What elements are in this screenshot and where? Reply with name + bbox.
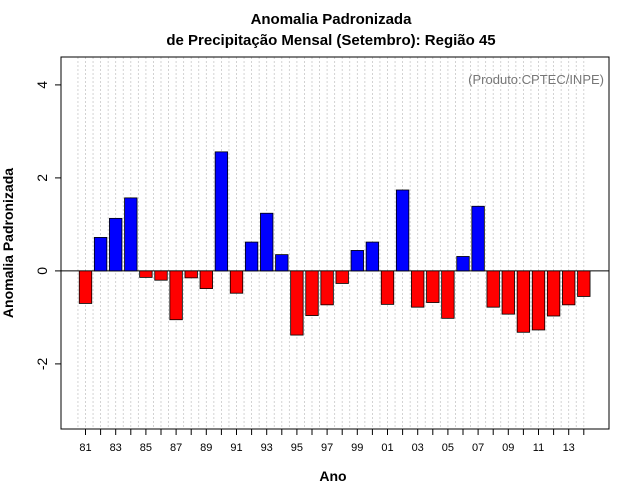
bar-09 [501,270,515,315]
bar-08 [486,270,500,308]
bar-84 [124,197,138,272]
y-tick-label: 0 [34,267,50,275]
x-tick-label: 95 [291,442,303,454]
bar-94 [275,254,289,272]
bar-11 [531,270,546,331]
x-axis-label: Ano [319,468,346,484]
plot-frame [60,56,610,430]
bar-04 [426,270,440,303]
x-tick-label: 09 [502,442,514,454]
y-axis-label: Anomalia Padronizada [0,168,16,318]
bar-85 [139,270,153,278]
bar-82 [93,237,108,272]
bar-07 [471,205,485,272]
x-tick-label: 05 [442,442,454,454]
x-tick-label: 85 [140,442,152,454]
bar-96 [305,270,319,316]
bar-14 [577,270,591,297]
x-tick-label: 11 [533,442,544,454]
bar-97 [320,270,334,306]
bar-88 [184,270,198,279]
x-tick-label: 03 [412,442,424,454]
x-tick-label: 07 [472,442,484,454]
bar-81 [78,270,93,304]
bar-13 [562,270,576,306]
y-tick-label: -2 [34,357,50,370]
bar-00 [365,241,380,272]
bar-03 [411,270,425,308]
y-axis: -2 0 2 4 [34,81,61,370]
bar-87 [169,270,183,321]
grid-lines [77,57,585,429]
bar-83 [109,217,123,272]
bar-92 [244,241,259,272]
bar-10 [516,270,531,333]
chart-subtitle: de Precipitação Mensal (Setembro): Regiã… [166,32,495,49]
bar-99 [350,250,364,272]
x-tick-label: 91 [230,442,242,454]
x-tick-label: 87 [170,442,182,454]
x-tick-label: 83 [110,442,122,454]
bar-12 [546,270,561,317]
chart-title: Anomalia Padronizada [251,11,413,28]
x-tick-label: 01 [381,442,393,454]
bar-89 [199,270,213,289]
x-tick-label: 97 [321,442,333,454]
x-tick-label: 13 [563,442,575,454]
x-axis: 81 83 85 87 89 91 93 95 97 99 01 03 05 07 09 11 13 [79,429,585,454]
bar-95 [290,270,304,336]
bar-02 [395,189,410,272]
bar-06 [456,256,470,272]
bar-05 [441,270,455,319]
bar-86 [154,270,168,281]
x-tick-label: 89 [200,442,212,454]
x-tick-label: 93 [261,442,273,454]
bar-93 [260,212,274,272]
bar-98 [335,270,349,284]
x-tick-label: 99 [351,442,363,454]
source-note: (Produto:CPTEC/INPE) [468,72,604,87]
bar-90 [214,151,229,272]
bar-91 [229,270,244,294]
bars [78,151,591,336]
y-tick-label: 4 [34,81,50,89]
bar-01 [380,270,395,305]
y-tick-label: 2 [34,174,50,182]
x-tick-label: 81 [79,442,91,454]
